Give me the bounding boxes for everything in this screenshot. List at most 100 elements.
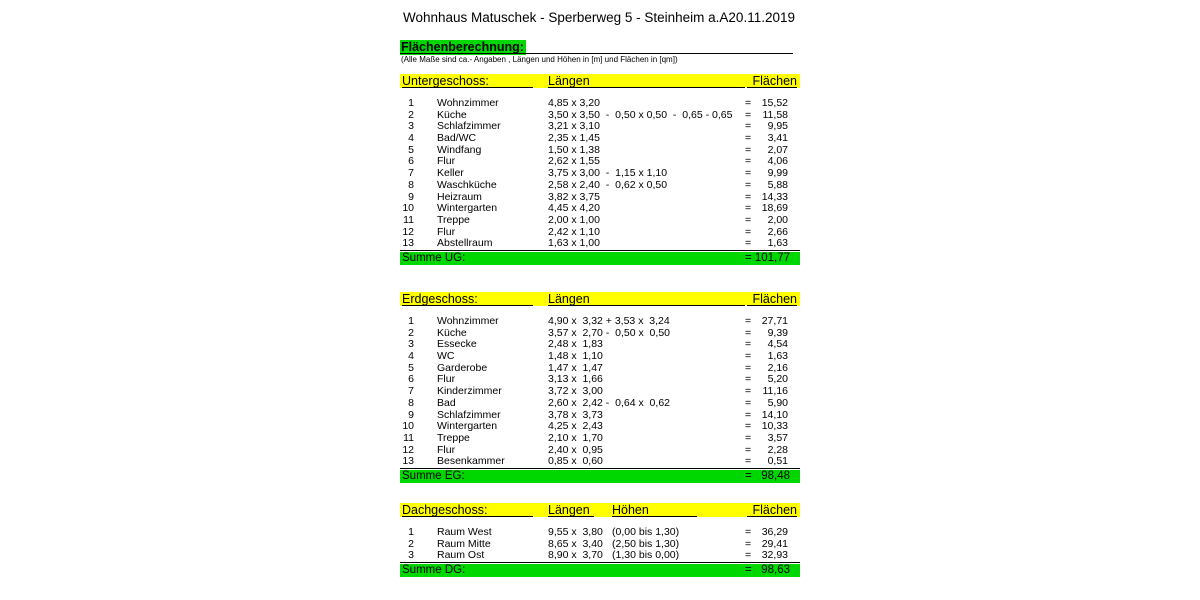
row-flaeche: 3,41 bbox=[767, 132, 788, 145]
equals-sign: = bbox=[745, 120, 752, 133]
row-flaeche: 9,95 bbox=[767, 120, 788, 133]
row-laengen: 3,72 x 3,00 bbox=[548, 385, 603, 398]
room-name: Raum Mitte bbox=[437, 537, 491, 550]
row-flaeche: 15,52 bbox=[761, 97, 788, 109]
row-number: 12 bbox=[402, 225, 414, 238]
room-name: Flur bbox=[437, 155, 456, 168]
room-name: Keller bbox=[437, 167, 464, 180]
row-number: 2 bbox=[408, 537, 414, 550]
row-laengen: 2,48 x 1,83 bbox=[548, 338, 603, 351]
table-row: 10 Wintergarten 4,25 x 2,43 = 10,33 bbox=[400, 420, 800, 433]
table-header-bar: Erdgeschoss: Längen Flächen bbox=[400, 292, 800, 306]
column-header-hoehen: Höhen bbox=[612, 503, 697, 517]
equals-sign: = bbox=[745, 408, 752, 421]
column-header-laengen: Längen bbox=[548, 292, 745, 306]
table-row: 4 Bad/WC 2,35 x 1,45 = 3,41 bbox=[400, 132, 800, 145]
table-row: 10 Wintergarten 4,45 x 4,20 = 18,69 bbox=[400, 202, 800, 215]
table-row: 8 Waschküche 2,58 x 2,40 - 0,62 x 0,50 = 5,8… bbox=[400, 178, 800, 192]
row-flaeche: 27,71 bbox=[761, 315, 788, 327]
equals-sign: = bbox=[745, 251, 752, 264]
equals-sign: = bbox=[745, 97, 752, 109]
equals-sign: = bbox=[745, 167, 752, 180]
table-rows: 1 Wohnzimmer 4,90 x 3,32 + 3,53 x 3,24 = 27,… bbox=[400, 315, 800, 469]
document-title: Wohnhaus Matuschek - Sperberweg 5 - Stei… bbox=[403, 10, 733, 25]
column-header-laengen: Längen bbox=[548, 74, 745, 88]
table-dachgeschoss: Dachgeschoss: Längen Höhen Flächen 1 Raum Wes… bbox=[400, 503, 800, 578]
row-number: 4 bbox=[408, 132, 414, 145]
measurement-note: (Alle Maße sind ca.- Angaben , Längen un… bbox=[401, 55, 678, 64]
row-flaeche: 5,90 bbox=[767, 396, 788, 409]
equals-sign: = bbox=[745, 396, 752, 409]
row-laengen: 2,35 x 1,45 bbox=[548, 132, 600, 145]
row-number: 11 bbox=[403, 431, 414, 444]
sum-bar: Summe UG: = 101,77 bbox=[400, 251, 800, 265]
equals-sign: = bbox=[745, 350, 752, 363]
table-row: 4 WC 1,48 x 1,10 = 1,63 bbox=[400, 350, 800, 363]
sum-label: Summe EG: bbox=[402, 469, 465, 482]
row-number: 5 bbox=[408, 143, 414, 156]
room-name: Flur bbox=[437, 373, 456, 386]
row-laengen: 3,13 x 1,66 bbox=[548, 373, 603, 386]
heading-rule bbox=[400, 53, 793, 54]
row-flaeche: 5,88 bbox=[767, 178, 788, 191]
room-name: Raum Ost bbox=[437, 549, 485, 562]
room-name: Schlafzimmer bbox=[437, 120, 501, 133]
room-name: Essecke bbox=[437, 338, 477, 351]
room-name: Wintergarten bbox=[437, 420, 498, 433]
equals-sign: = bbox=[745, 132, 752, 145]
row-laengen: 1,47 x 1,47 bbox=[548, 361, 603, 374]
row-laengen: 4,85 x 3,20 bbox=[548, 97, 600, 109]
table-row: 1 Raum West 9,55 x 3,80 (0,00 bis 1,30) = 36,… bbox=[400, 526, 800, 539]
sum-label: Summe DG: bbox=[402, 564, 466, 577]
equals-sign: = bbox=[745, 178, 752, 191]
row-hoehen: (1,30 bis 0,00) bbox=[612, 549, 680, 562]
row-laengen: 1,63 x 1,00 bbox=[548, 237, 600, 250]
row-laengen: 4,90 x 3,32 + 3,53 x 3,24 bbox=[548, 315, 670, 327]
equals-sign: = bbox=[745, 537, 752, 550]
row-laengen: 4,45 x 4,20 bbox=[548, 202, 600, 215]
document-page: Wohnhaus Matuschek - Sperberweg 5 - Stei… bbox=[400, 0, 800, 600]
sum-value: 98,48 bbox=[761, 469, 790, 482]
table-row: 1 Wohnzimmer 4,90 x 3,32 + 3,53 x 3,24 = 27,… bbox=[400, 315, 800, 328]
row-flaeche: 9,39 bbox=[767, 326, 788, 339]
equals-sign: = bbox=[745, 213, 752, 226]
document-date: 20.11.2019 bbox=[728, 10, 795, 25]
row-number: 6 bbox=[408, 155, 414, 168]
row-number: 9 bbox=[408, 408, 414, 421]
row-number: 13 bbox=[402, 237, 414, 250]
table-row: 13 Abstellraum 1,63 x 1,00 = 1,63 bbox=[400, 238, 800, 250]
table-row: 9 Heizraum 3,82 x 3,75 = 14,33 bbox=[400, 190, 800, 204]
equals-sign: = bbox=[745, 315, 752, 327]
flaechenberechnung-heading: Flächenberechnung: bbox=[400, 40, 526, 55]
row-number: 2 bbox=[408, 108, 414, 121]
row-number: 1 bbox=[408, 315, 414, 327]
row-hoehen: (0,00 bis 1,30) bbox=[612, 526, 680, 538]
row-flaeche: 2,16 bbox=[767, 361, 788, 374]
room-name: Abstellraum bbox=[437, 237, 493, 250]
row-flaeche: 10,33 bbox=[761, 420, 788, 433]
room-name: Heizraum bbox=[437, 190, 482, 203]
row-flaeche: 11,16 bbox=[762, 385, 789, 398]
section-heading: Flächenberechnung: bbox=[400, 40, 526, 55]
row-laengen: 3,57 x 2,70 - 0,50 x 0,50 bbox=[548, 326, 670, 339]
sum-label: Summe UG: bbox=[402, 251, 466, 264]
column-header-flaechen: Flächen bbox=[747, 503, 797, 517]
equals-sign: = bbox=[745, 237, 752, 250]
column-header-laengen: Längen bbox=[548, 503, 594, 517]
table-row: 3 Schlafzimmer 3,21 x 3,10 = 9,95 bbox=[400, 121, 800, 133]
row-number: 5 bbox=[408, 361, 414, 374]
row-number: 10 bbox=[402, 202, 414, 215]
table-row: 2 Küche 3,50 x 3,50 - 0,50 x 0,50 - 0,65 -… bbox=[400, 108, 800, 122]
column-header-floor: Untergeschoss: bbox=[402, 74, 533, 88]
row-flaeche: 11,58 bbox=[762, 108, 789, 121]
row-laengen: 2,62 x 1,55 bbox=[548, 155, 600, 168]
table-row: 3 Essecke 2,48 x 1,83 = 4,54 bbox=[400, 339, 800, 351]
column-header-floor: Dachgeschoss: bbox=[402, 503, 533, 517]
row-flaeche: 2,00 bbox=[767, 213, 788, 226]
equals-sign: = bbox=[745, 155, 752, 168]
room-name: Flur bbox=[437, 225, 456, 238]
table-row: 2 Küche 3,57 x 2,70 - 0,50 x 0,50 = 9,39 bbox=[400, 326, 800, 340]
table-row: 5 Windfang 1,50 x 1,38 = 2,07 bbox=[400, 143, 800, 157]
row-flaeche: 4,54 bbox=[767, 338, 788, 351]
row-laengen: 2,58 x 2,40 - 0,62 x 0,50 bbox=[548, 178, 668, 191]
